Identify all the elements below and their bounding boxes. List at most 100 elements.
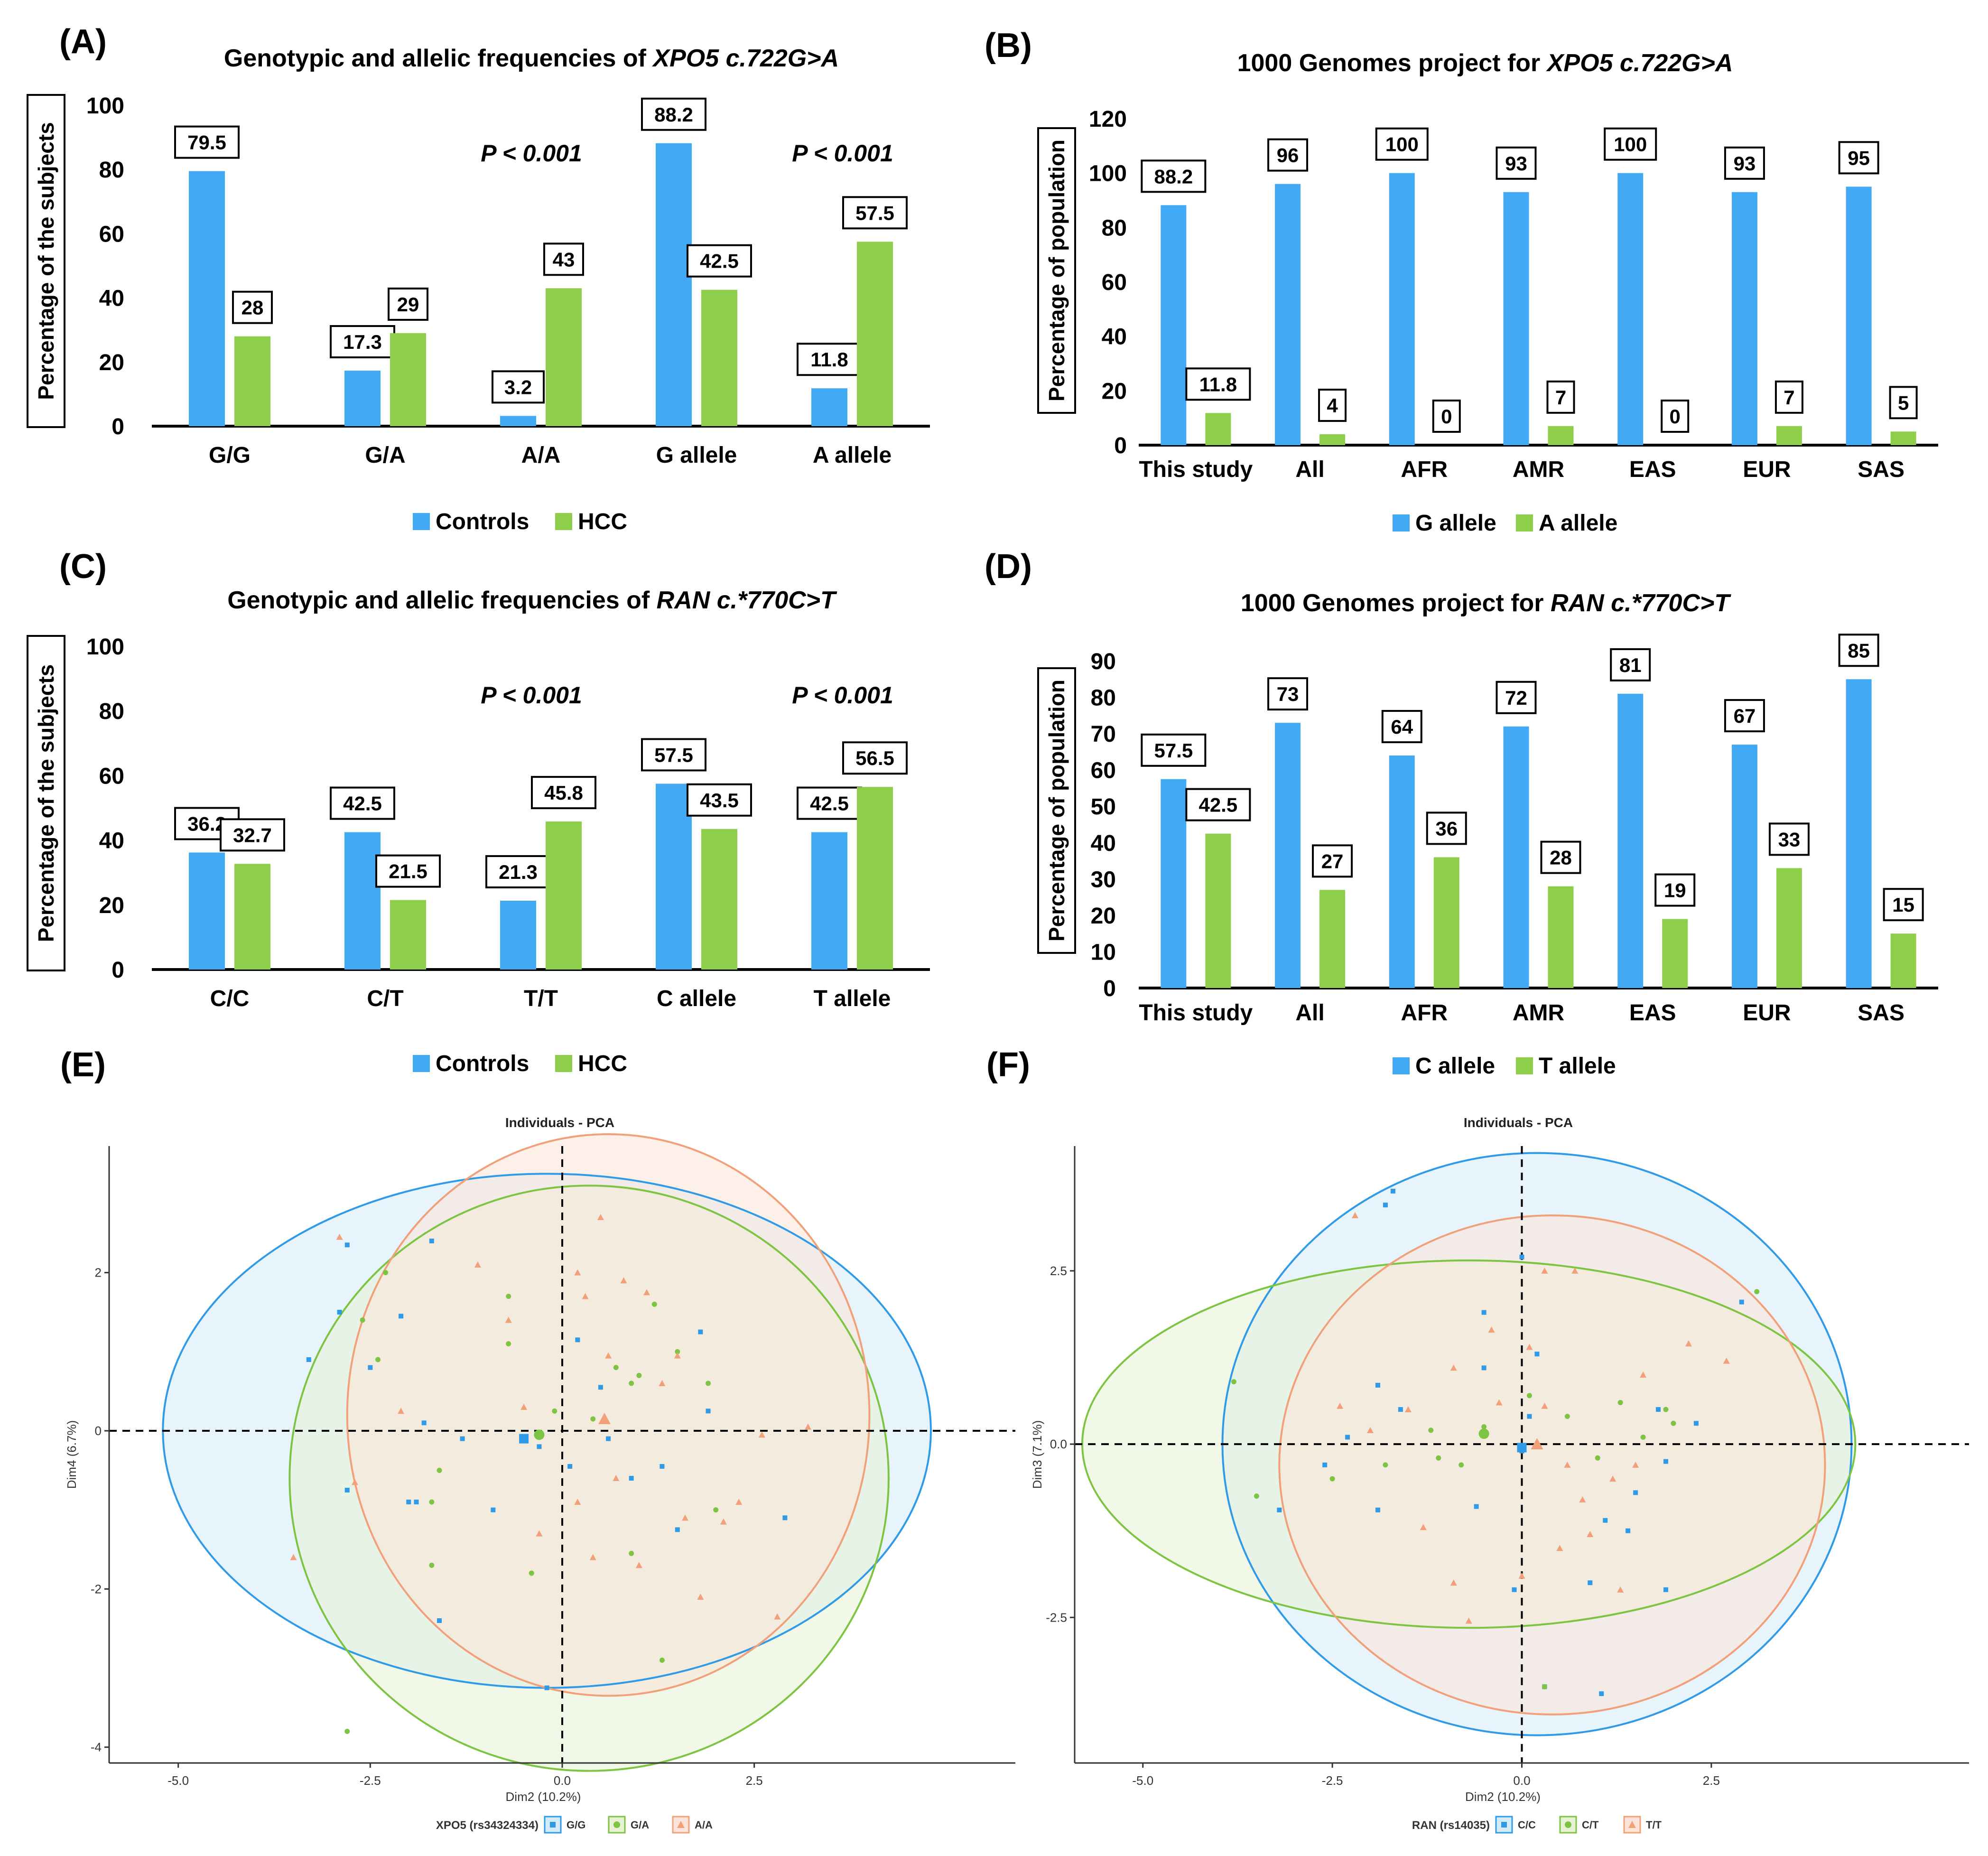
- legend-label: G/A: [631, 1819, 649, 1831]
- y-tick-label: 80: [99, 699, 124, 724]
- data-label: 72: [1505, 687, 1527, 709]
- point-cc: [1663, 1459, 1669, 1464]
- data-label: 93: [1734, 152, 1756, 175]
- legend-label: T allele: [1539, 1054, 1616, 1079]
- legend-label: C/C: [1518, 1819, 1536, 1831]
- data-label-box: [330, 786, 395, 820]
- data-label: 0: [1441, 405, 1452, 428]
- legend-key: [1495, 1816, 1513, 1834]
- data-label-box: [174, 125, 240, 159]
- point-tt: [1526, 1343, 1533, 1350]
- legend-label: HCC: [578, 509, 627, 534]
- data-label: 79.5: [187, 131, 226, 154]
- point-gg: [491, 1507, 496, 1512]
- x-tick-label: 0.0: [554, 1773, 571, 1788]
- chart-title: 1000 Genomes project for XPO5 c.722G>A: [1237, 49, 1733, 77]
- point-ct: [1526, 1393, 1532, 1399]
- x-tick-label: -2.5: [360, 1773, 381, 1788]
- point-cc: [1398, 1407, 1403, 1412]
- point-gg: [782, 1515, 788, 1520]
- point-cc: [1603, 1518, 1608, 1523]
- data-label-box: [1141, 733, 1207, 767]
- y-axis-label-box: [1037, 667, 1076, 954]
- point-tt: [1404, 1406, 1412, 1413]
- legend-label: A allele: [1539, 511, 1617, 536]
- bar-chart-d: (D) 1000 Genomes project for RAN c.*770C>…: [985, 548, 1938, 1079]
- point-tt: [1587, 1530, 1594, 1537]
- data-label: 32.7: [233, 824, 272, 846]
- legend-key-circle-icon: [1565, 1821, 1571, 1828]
- point-ct: [1542, 1684, 1547, 1689]
- bar-c-allele: [1503, 726, 1529, 988]
- x-tick-label: EAS: [1629, 1000, 1676, 1026]
- point-ga: [529, 1570, 534, 1576]
- data-label: 88.2: [654, 103, 693, 126]
- y-axis-label-box: [27, 94, 65, 428]
- point-ga: [590, 1416, 596, 1422]
- point-aa: [474, 1261, 481, 1268]
- data-label: 42.5: [1198, 794, 1237, 816]
- chart-title: Genotypic and allelic frequencies of XPO…: [224, 45, 839, 72]
- point-ga: [613, 1365, 619, 1371]
- legend: Controls HCC: [413, 1051, 627, 1076]
- point-tt: [1496, 1399, 1503, 1406]
- point-ga: [506, 1341, 511, 1347]
- point-gg: [368, 1365, 373, 1370]
- point-ct: [1640, 1434, 1646, 1440]
- point-ga: [429, 1562, 435, 1568]
- y-tick-label: 70: [1091, 722, 1116, 747]
- bar-hcc: [390, 900, 426, 970]
- p-value-annotation: P < 0.001: [792, 682, 893, 709]
- legend-key-square-icon: [550, 1822, 556, 1828]
- p-value-annotation: P < 0.001: [792, 140, 893, 167]
- bar-hcc: [390, 333, 426, 426]
- point-gg: [414, 1500, 419, 1504]
- x-tick-label: 0.0: [1513, 1773, 1530, 1788]
- data-label-box: [1496, 146, 1537, 180]
- y-tick-label: 20: [99, 350, 124, 375]
- x-tick-label: SAS: [1858, 457, 1904, 482]
- bar-controls: [656, 143, 692, 426]
- x-tick-label: G/G: [209, 443, 251, 468]
- point-cc: [1512, 1587, 1517, 1592]
- data-label: 45.8: [544, 782, 583, 804]
- point-tt: [1352, 1212, 1359, 1219]
- chart-title: Genotypic and allelic frequencies of RAN…: [227, 587, 837, 614]
- point-tt: [1518, 1572, 1525, 1579]
- x-tick-label: -5.0: [1132, 1773, 1153, 1788]
- x-axis-label: Dim2 (10.2%): [1465, 1790, 1541, 1804]
- data-label: 57.5: [855, 202, 894, 224]
- data-label-box: [1724, 146, 1765, 180]
- point-tt: [1579, 1496, 1586, 1502]
- bar-c-allele: [1731, 745, 1757, 988]
- point-cc: [1739, 1299, 1744, 1305]
- point-aa: [720, 1518, 727, 1525]
- y-tick-label: 0: [111, 958, 124, 983]
- point-ct: [1329, 1476, 1335, 1482]
- legend-label: G/G: [567, 1819, 585, 1831]
- point-aa: [613, 1475, 620, 1481]
- point-cc: [1663, 1587, 1669, 1592]
- y-axis-label: Percentage of the subjects: [34, 664, 58, 942]
- legend-key-square-icon: [1501, 1822, 1507, 1828]
- legend: XPO5 (rs34324334) G/G G/A A/A: [436, 1816, 713, 1834]
- x-tick-label: -5.0: [167, 1773, 189, 1788]
- data-label-box: [232, 290, 273, 324]
- pca-plot-e: (E) Individuals - PCA -5.0 -2.5 0.0 2.5 -4 -2 0 2…: [60, 1046, 1015, 1834]
- bar-t-allele: [1205, 833, 1231, 988]
- point-cc: [1519, 1254, 1524, 1259]
- bar-a-allele: [1548, 426, 1574, 445]
- data-label: 96: [1277, 144, 1299, 167]
- y-tick-label: 80: [1091, 686, 1116, 711]
- point-ga: [629, 1550, 634, 1556]
- data-label-box: [1724, 699, 1765, 733]
- y-axis-label: Percentage of population: [1044, 680, 1069, 942]
- y-tick-label: 0: [1103, 976, 1116, 1001]
- bar-t-allele: [1548, 886, 1574, 988]
- data-label-box: [543, 242, 584, 276]
- point-cc: [1277, 1507, 1282, 1512]
- panel-label: (D): [985, 548, 1032, 586]
- bar-charts-layer: (A) Genotypic and allelic frequencies of …: [27, 23, 1938, 1079]
- y-axis-label: Percentage of the subjects: [34, 122, 58, 400]
- y-tick-label: 120: [1089, 107, 1127, 132]
